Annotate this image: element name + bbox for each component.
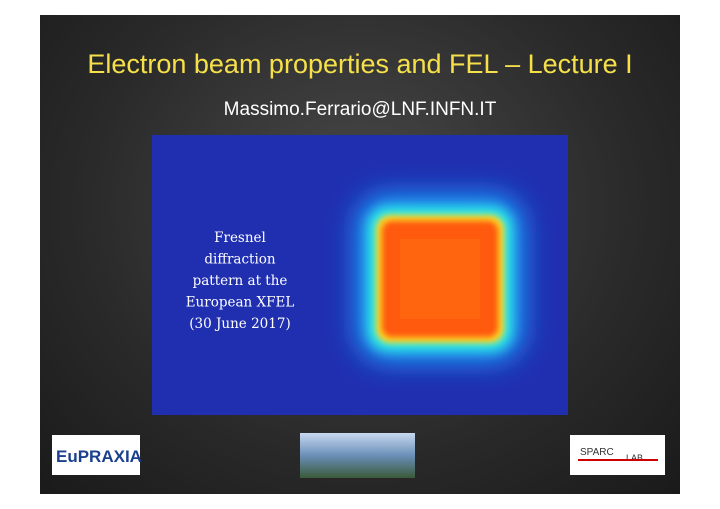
logo-text: LAB <box>626 453 644 463</box>
slide-subtitle: Massimo.Ferrario@LNF.INFN.IT <box>223 99 497 120</box>
caption-line: diffraction <box>204 252 275 268</box>
slide-title: Electron beam properties and FEL – Lectu… <box>87 49 633 79</box>
slide: Electron beam properties and FEL – Lectu… <box>40 15 680 494</box>
beam-image: Fresnel diffraction pattern at the European… <box>152 135 568 415</box>
caption-line: (30 June 2017) <box>189 316 290 332</box>
eupraxia-logo: EuPRAXIA <box>52 435 142 475</box>
logo-text: SPARC <box>580 447 614 458</box>
logo-text: EuPRAXIA <box>56 447 142 466</box>
caption-line: Fresnel <box>214 230 266 246</box>
logo-line <box>578 459 658 461</box>
caption-line: pattern at the <box>193 273 288 289</box>
sparc-lab-logo: SPARC LAB <box>570 435 665 475</box>
school-logo <box>300 433 415 478</box>
caption-line: European XFEL <box>186 295 295 311</box>
